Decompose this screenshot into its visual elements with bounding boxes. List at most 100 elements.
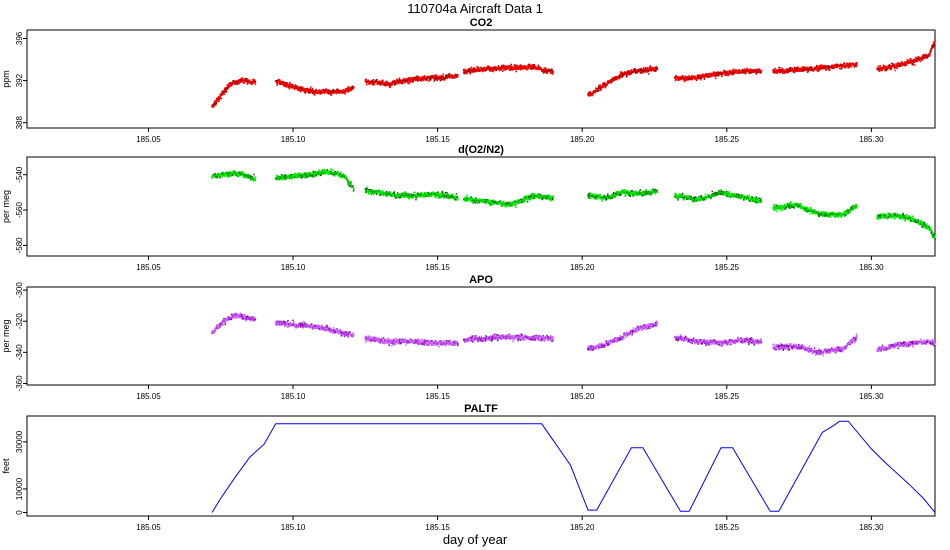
data-point [430,75,433,77]
data-point [383,83,385,86]
data-point [515,66,517,69]
data-point [794,68,796,70]
data-point [790,67,792,69]
data-point [226,84,229,87]
data-point [319,93,322,95]
data-point [350,89,353,91]
data-point [700,79,702,81]
data-point [378,82,380,85]
data-point [353,188,355,190]
data-point [703,74,705,76]
data-point [714,73,716,75]
data-point [234,83,237,85]
data-point [239,81,241,83]
data-point [801,69,803,72]
data-point [889,66,891,69]
data-point [835,63,838,66]
data-point [799,70,801,72]
data-point [656,67,659,70]
data-point [469,72,471,74]
data-point [649,65,652,67]
data-point [337,88,340,91]
data-point [312,171,315,174]
data-point [317,172,320,174]
data-point [440,76,443,78]
data-point [882,65,884,67]
data-point [352,87,354,90]
data-point [619,74,622,76]
data-point [618,76,621,78]
data-point [217,99,219,101]
data-point [707,76,710,78]
data-point [380,193,382,196]
data-point [227,83,230,85]
data-point [439,79,442,82]
data-point [731,71,733,73]
data-point [414,76,416,78]
data-point [846,62,849,65]
data-point [552,71,554,73]
data-point [514,64,517,66]
data-point [443,79,446,81]
data-point [422,77,424,79]
data-point [774,72,776,74]
data-point [418,76,421,78]
data-point [282,176,285,178]
data-point [465,69,467,72]
data-point [884,67,886,69]
data-point [347,91,349,93]
data-point [408,80,410,82]
data-point [276,177,278,179]
data-point [377,80,379,83]
data-point [647,68,649,70]
data-point [828,69,831,71]
data-point [300,90,302,93]
data-point [396,82,399,84]
data-point [626,76,628,78]
data-point [886,66,888,69]
data-point [254,83,257,86]
data-point [500,67,502,70]
data-point [760,72,762,74]
data-point [215,176,218,179]
data-point [386,192,388,194]
data-point [249,177,251,179]
data-point [385,80,388,82]
data-point [293,176,296,179]
data-point [388,83,391,86]
data-point [918,56,920,59]
data-point [399,197,401,199]
data-point [436,79,439,82]
data-point [342,175,344,178]
data-point [424,195,427,197]
x-tick-label: 185.25 [715,135,740,144]
data-point [283,81,285,84]
data-point [414,78,417,81]
data-point [228,86,230,89]
data-point [543,68,545,70]
data-point [879,67,882,70]
data-point [326,89,328,92]
data-point [934,42,936,45]
data-point [839,63,842,65]
data-point [245,79,248,81]
data-point [429,79,432,81]
data-point [627,73,629,75]
data-point [831,64,834,67]
data-point [655,70,657,72]
data-point [322,173,324,175]
data-point [254,178,256,181]
data-point [331,169,333,171]
data-point [648,67,651,70]
y-tick-label: 388 [15,116,24,130]
data-point [417,193,419,196]
data-point [802,70,804,72]
data-point [237,173,239,176]
data-point [808,66,811,69]
data-point [686,77,688,79]
data-point [799,67,802,69]
data-point [527,67,529,69]
y-tick-label: 396 [15,31,24,45]
data-point [438,77,440,80]
